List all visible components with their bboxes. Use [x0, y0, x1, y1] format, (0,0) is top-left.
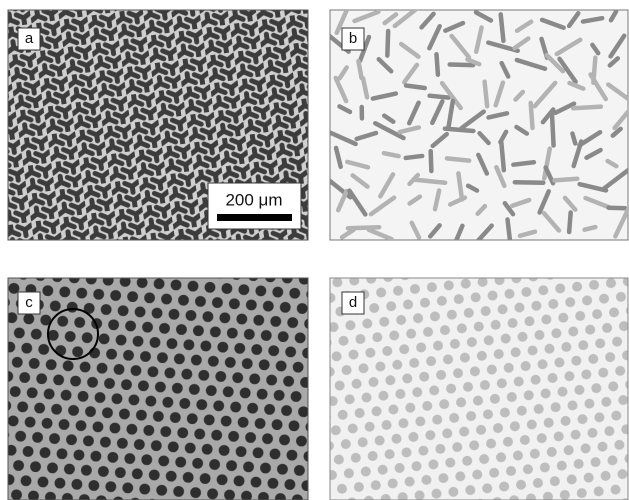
rod: [573, 107, 601, 109]
rod: [508, 220, 510, 241]
rod: [406, 156, 422, 158]
rod: [531, 103, 533, 128]
rod: [552, 115, 554, 145]
rod: [501, 14, 504, 40]
rod: [485, 82, 488, 107]
scale-line: [217, 214, 292, 221]
rod: [384, 153, 399, 156]
scale-bar: 200 μm: [208, 183, 301, 229]
rod: [513, 162, 534, 164]
scale-label: 200 μm: [225, 190, 282, 209]
rod: [431, 151, 432, 171]
rod: [572, 134, 575, 144]
rod: [555, 179, 578, 181]
rod: [584, 227, 595, 230]
rod: [430, 96, 449, 98]
panel-label: d: [349, 294, 357, 311]
panel-image: [330, 278, 628, 500]
page: 200 μm a b c d (() => { const data = JSO…: [0, 0, 629, 500]
panel-label: b: [349, 30, 357, 47]
rod: [445, 129, 473, 131]
panel-image: [8, 278, 308, 500]
rod: [436, 54, 437, 74]
rod: [501, 143, 503, 171]
rod: [387, 31, 388, 56]
rod: [450, 65, 473, 66]
rod: [447, 158, 469, 160]
figure: 200 μm a b c d: [0, 0, 629, 500]
rod: [569, 212, 571, 232]
panel-label: a: [25, 30, 34, 47]
rod: [414, 180, 445, 183]
panel-label: c: [25, 294, 33, 311]
rod: [406, 86, 425, 89]
rod: [348, 227, 379, 228]
rod: [358, 61, 361, 78]
